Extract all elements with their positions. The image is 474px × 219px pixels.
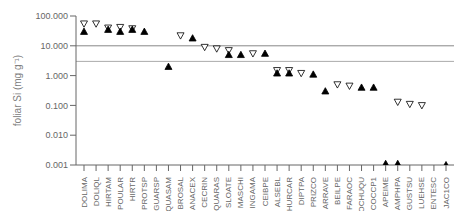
svg-text:PROTSP: PROTSP — [140, 177, 149, 210]
svg-text:100.000: 100.000 — [35, 11, 68, 21]
svg-text:BROSAL: BROSAL — [176, 176, 185, 209]
svg-text:GUARSP: GUARSP — [152, 177, 161, 211]
svg-text:COCCP1: COCCP1 — [369, 176, 378, 210]
svg-text:INGAMA: INGAMA — [248, 176, 257, 208]
svg-text:10.000: 10.000 — [40, 41, 68, 51]
svg-text:POULAR: POULAR — [116, 177, 125, 210]
svg-text:DOLIMA: DOLIMA — [80, 176, 89, 207]
svg-text:DIPTPA: DIPTPA — [297, 176, 306, 205]
svg-text:0.001: 0.001 — [45, 160, 68, 170]
svg-text:HURCAR: HURCAR — [285, 177, 294, 211]
svg-text:HIRTAM: HIRTAM — [104, 177, 113, 207]
svg-text:PRIZCO: PRIZCO — [309, 177, 318, 207]
svg-text:DOLIQL: DOLIQL — [92, 176, 101, 206]
svg-text:CECRIN: CECRIN — [200, 177, 209, 208]
svg-text:ALSEBL: ALSEBL — [273, 176, 282, 207]
svg-text:foliar Si (mg g⁻¹): foliar Si (mg g⁻¹) — [12, 55, 23, 126]
svg-text:ENTESC: ENTESC — [429, 177, 438, 210]
svg-text:MASCHI: MASCHI — [236, 177, 245, 208]
svg-text:QUASAM: QUASAM — [164, 177, 173, 211]
svg-text:CEIBPE: CEIBPE — [261, 177, 270, 206]
svg-text:JAC1CO: JAC1CO — [442, 177, 451, 209]
svg-text:0.100: 0.100 — [45, 101, 68, 111]
svg-text:HIRTR: HIRTR — [128, 177, 137, 202]
svg-text:ARRAVE: ARRAVE — [321, 177, 330, 209]
svg-text:0.010: 0.010 — [45, 130, 68, 140]
svg-text:GUSTSU: GUSTSU — [405, 177, 414, 211]
svg-text:APEIME: APEIME — [381, 177, 390, 207]
svg-text:SLOATE: SLOATE — [224, 177, 233, 208]
svg-text:BEILPE: BEILPE — [333, 177, 342, 205]
svg-text:POCHUQU: POCHUQU — [357, 177, 366, 211]
svg-text:FARAOC: FARAOC — [345, 177, 354, 210]
svg-text:LUEHSE: LUEHSE — [417, 177, 426, 209]
svg-text:1.000: 1.000 — [45, 71, 68, 81]
svg-text:ANACEX: ANACEX — [188, 176, 197, 210]
svg-text:AMPHPA: AMPHPA — [393, 176, 402, 210]
svg-text:QUARAS: QUARAS — [212, 177, 221, 211]
